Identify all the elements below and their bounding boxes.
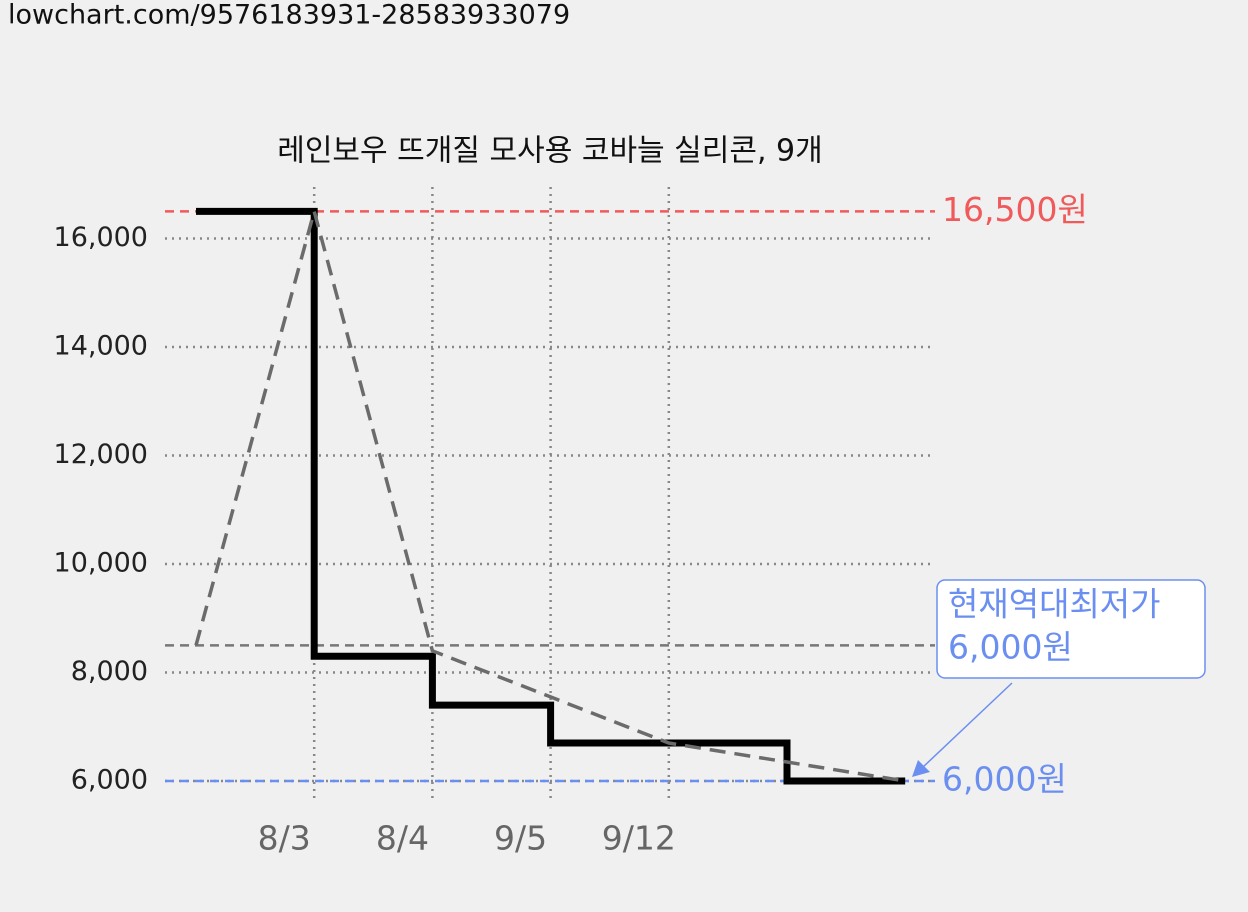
x-tick-label: 9/12 (602, 819, 676, 858)
annotation-box (936, 579, 1206, 679)
step-line (196, 207, 906, 785)
x-tick-label: 8/3 (258, 819, 311, 858)
trend-line (194, 204, 906, 783)
annotation-text: 6,000원 (948, 628, 1073, 667)
y-tick-label: 10,000 (54, 548, 148, 579)
y-tick-label: 6,000 (71, 765, 148, 796)
x-tick-label: 9/5 (494, 819, 547, 858)
y-tick-label: 8,000 (71, 656, 148, 687)
reference-label: 16,500원 (942, 190, 1088, 229)
y-tick-label: 12,000 (54, 439, 148, 470)
reference-label: 6,000원 (942, 760, 1067, 799)
y-tick-label: 16,000 (54, 222, 148, 253)
annotation-arrow (921, 682, 1013, 769)
chart-title: 레인보우 뜨개질 모사용 코바늘 실리콘, 9개 (277, 134, 823, 169)
annotation-arrowhead (912, 760, 930, 777)
x-tick-label: 8/4 (376, 819, 429, 858)
y-tick-label: 14,000 (54, 331, 148, 362)
url-header: lowchart.com/9576183931-28583933079 (8, 0, 570, 31)
annotation-text: 현재역대최저가 (948, 585, 1161, 624)
